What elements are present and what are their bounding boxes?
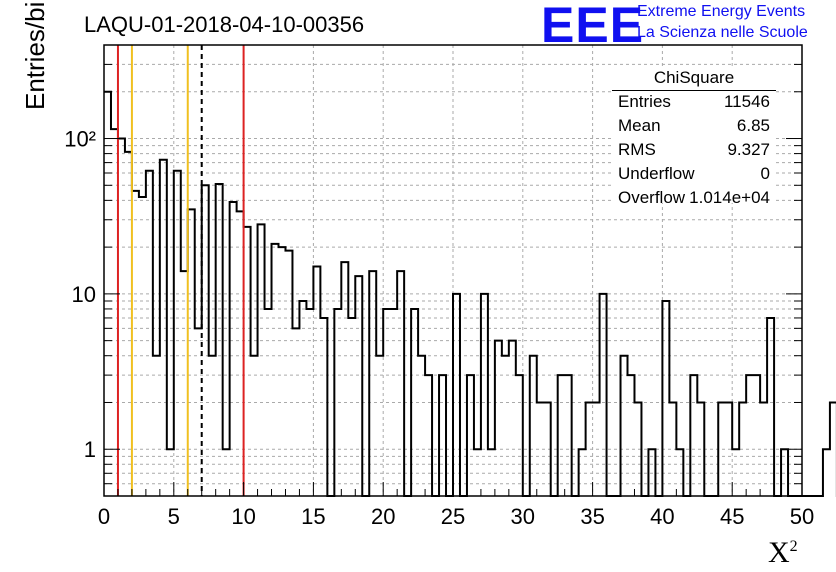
histogram-bin [188, 209, 195, 496]
stats-value: 0 [760, 164, 770, 183]
histogram-bin [292, 328, 299, 496]
stats-key: Overflow [618, 188, 686, 207]
histogram-bin [209, 356, 216, 496]
histogram-bin [621, 356, 628, 496]
histogram-bin [195, 328, 202, 496]
histogram-bin [565, 375, 572, 496]
histogram-bin [418, 356, 425, 496]
histogram-bin [467, 375, 474, 496]
histogram-bin [118, 139, 125, 496]
stats-value: 1.014e+04 [689, 188, 770, 207]
y-tick-label: 10 [72, 282, 96, 307]
histogram-bin [690, 375, 697, 496]
histogram-bin [662, 301, 669, 496]
stats-key: Entries [618, 92, 671, 111]
histogram-bin [153, 356, 160, 496]
histogram-bin [495, 341, 502, 496]
chart-title: LAQU-01-2018-04-10-00356 [84, 12, 365, 37]
histogram-bin [376, 356, 383, 496]
histogram-bin [516, 375, 523, 496]
histogram-bin [823, 449, 830, 496]
histogram-bin [746, 375, 753, 496]
histogram-bin [439, 375, 446, 496]
histogram-bin [237, 211, 244, 496]
histogram-bin [258, 224, 265, 496]
eee-logo: EEE [541, 0, 645, 53]
histogram-bin [299, 301, 306, 496]
stats-key: Underflow [618, 164, 695, 183]
x-tick-label: 50 [790, 504, 814, 529]
x-axis-label: X2 [768, 536, 798, 569]
histogram-bin [628, 375, 635, 496]
histogram-bin [767, 318, 774, 496]
x-tick-label: 5 [168, 504, 180, 529]
stats-box: ChiSquare Entries 11546 Mean 6.85 RMS 9.… [612, 68, 776, 207]
x-tick-label: 35 [580, 504, 604, 529]
histogram-bin [453, 294, 460, 496]
x-tick-label: 45 [720, 504, 744, 529]
stats-value: 6.85 [736, 116, 770, 135]
histogram-bin [272, 244, 279, 496]
x-tick-label: 10 [231, 504, 255, 529]
stats-key: Mean [618, 116, 661, 135]
histogram-step-line [104, 90, 836, 497]
histogram-bin [230, 202, 237, 496]
histogram-bin [251, 356, 258, 496]
x-tick-label: 0 [98, 504, 110, 529]
histogram-bin [753, 375, 760, 496]
stats-value: 11546 [723, 92, 770, 111]
histogram-bin [285, 251, 292, 496]
x-tick-label: 25 [441, 504, 465, 529]
histogram-bin [244, 227, 251, 496]
histogram-bin [279, 247, 286, 496]
histogram-bin [369, 271, 376, 496]
histogram-bin [425, 375, 432, 496]
histogram-bin [320, 318, 327, 496]
histogram-bin [181, 271, 188, 496]
histogram-bin [558, 375, 565, 496]
logo-line-2: La Scienza nelle Scuole [637, 24, 808, 41]
histogram-bin [132, 191, 139, 496]
histogram-bin [111, 129, 118, 496]
histogram-bin [125, 152, 132, 496]
stats-key: RMS [618, 140, 656, 159]
logo-line-1: Extreme Energy Events [637, 3, 806, 20]
x-tick-label: 20 [371, 504, 395, 529]
stats-divider [612, 90, 776, 91]
histogram-bin [502, 356, 509, 496]
histogram-bin [348, 318, 355, 496]
histogram-bin [341, 262, 348, 496]
stats-title: ChiSquare [653, 68, 735, 87]
x-tick-label: 30 [511, 504, 535, 529]
histogram-bin [481, 294, 488, 496]
histogram-bin [397, 271, 404, 496]
y-tick-label: 1 [84, 437, 96, 462]
histogram-bin [139, 197, 146, 496]
y-axis-label: Entries/bin [20, 0, 50, 110]
x-tick-label: 40 [650, 504, 674, 529]
histogram-bin [600, 294, 607, 496]
histogram-bin [530, 356, 537, 496]
x-tick-label: 15 [301, 504, 325, 529]
stats-value: 9.327 [727, 140, 770, 159]
histogram-bin [509, 341, 516, 496]
y-tick-label: 10² [64, 127, 96, 152]
